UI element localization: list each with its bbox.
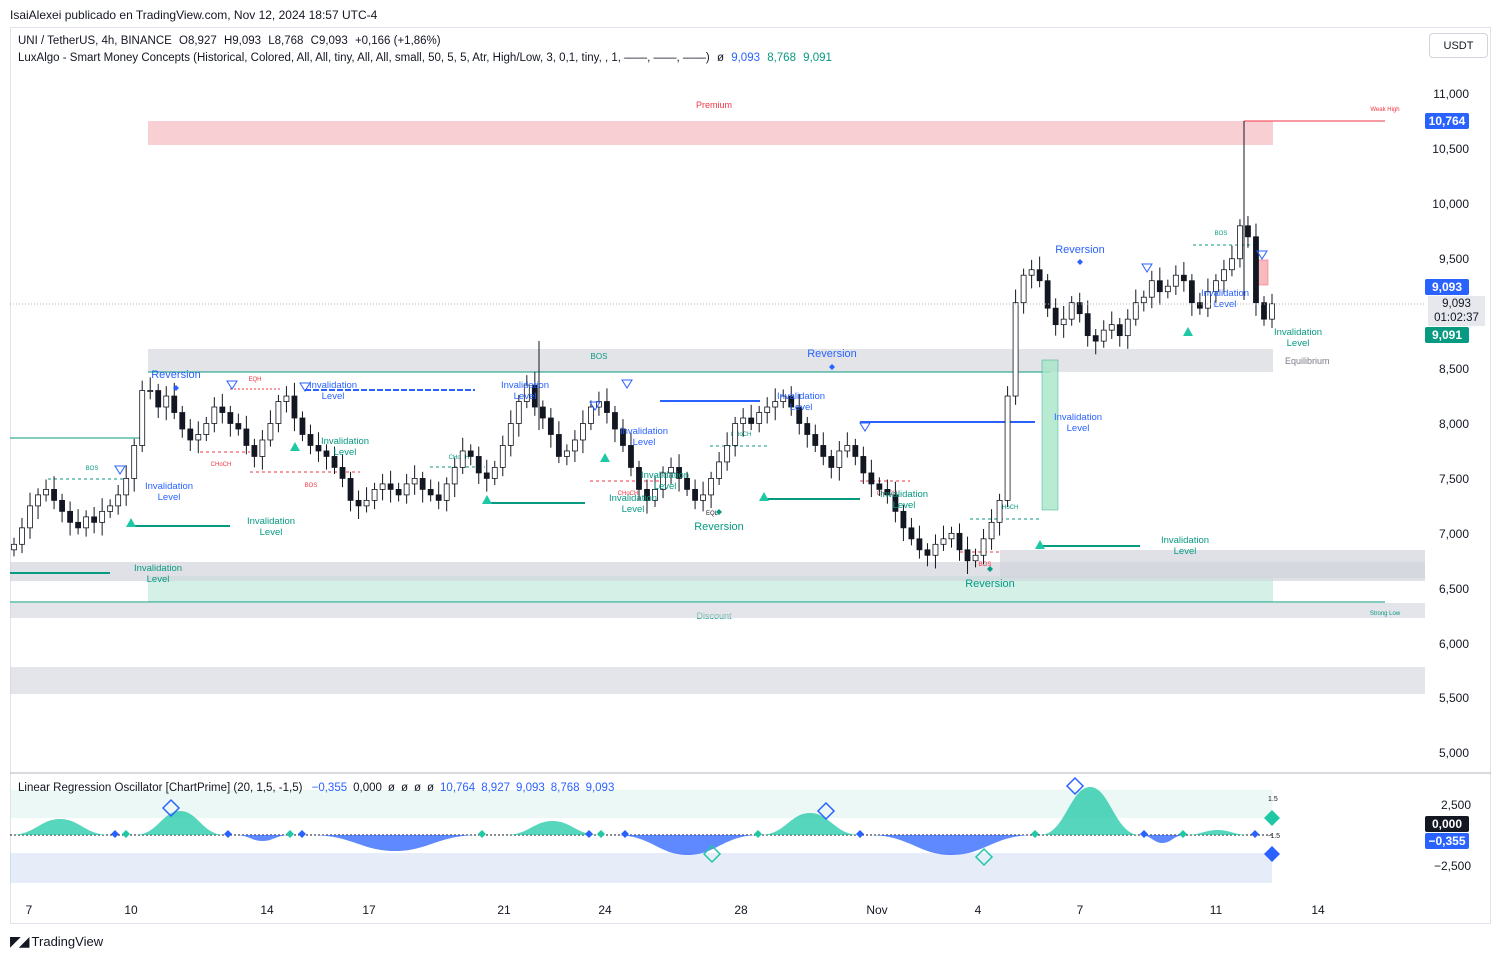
osc-value: ø xyxy=(387,782,395,794)
price-tick: 8,000 xyxy=(1438,417,1469,431)
price-tick: 6,500 xyxy=(1438,582,1469,596)
price-tick: 10,500 xyxy=(1432,142,1469,156)
published-by: IsaiAlexei publicado en TradingView.com,… xyxy=(10,8,378,22)
countdown-price: 9,093 xyxy=(1442,298,1471,310)
high-value: H9,093 xyxy=(223,35,262,47)
osc-name: Linear Regression Oscillator [ChartPrime… xyxy=(18,782,303,794)
open-value: O8,927 xyxy=(179,35,217,47)
price-tick: 9,500 xyxy=(1438,252,1469,266)
osc-value-badge: −0,355 xyxy=(1425,833,1469,849)
time-tick: 7 xyxy=(25,903,33,917)
time-tick: 24 xyxy=(598,903,612,917)
low-value: L8,768 xyxy=(268,35,304,47)
osc-value: ø xyxy=(413,782,421,794)
tradingview-logo[interactable]: ◤◢ TradingView xyxy=(10,933,103,950)
price-tick: 8,500 xyxy=(1438,362,1469,376)
indicator-empty: ø xyxy=(716,52,724,64)
indicator-value-3: 9,091 xyxy=(803,52,832,64)
osc-value: 10,764 xyxy=(440,782,476,794)
tv-brand: TradingView xyxy=(31,934,104,949)
close-value: C9,093 xyxy=(310,35,348,47)
close-badge: 9,091 xyxy=(1425,327,1469,343)
last-price-badge: 9,093 xyxy=(1425,279,1469,295)
change-value: +0,166 (+1,86%) xyxy=(354,35,441,47)
osc-value: 8,927 xyxy=(481,782,510,794)
indicator-name: LuxAlgo - Smart Money Concepts (Historic… xyxy=(18,52,710,64)
indicator-value-2: 8,768 xyxy=(767,52,796,64)
osc-axis-lower: −2,500 xyxy=(1433,859,1471,873)
price-tick: 7,500 xyxy=(1438,472,1469,486)
symbol-legend[interactable]: UNI / TetherUS, 4h, BINANCE O8,927 H9,09… xyxy=(18,35,441,47)
currency-button[interactable]: USDT xyxy=(1429,33,1488,58)
price-tick: 6,000 xyxy=(1438,637,1469,651)
high-badge: 10,764 xyxy=(1425,113,1469,129)
time-tick: 7 xyxy=(1076,903,1084,917)
indicator-value-1: 9,093 xyxy=(731,52,760,64)
time-tick: 14 xyxy=(1311,903,1325,917)
price-tick: 7,000 xyxy=(1438,527,1469,541)
time-tick: 28 xyxy=(734,903,748,917)
time-tick: 21 xyxy=(497,903,511,917)
price-tick: 5,500 xyxy=(1438,691,1469,705)
osc-axis-upper: 2,500 xyxy=(1440,798,1471,812)
osc-value: 8,768 xyxy=(550,782,580,794)
osc-value: 9,093 xyxy=(516,782,545,794)
osc-values: −0,355 0,000 ø ø ø ø 10,764 8,927 9,093 8,768 9,09… xyxy=(306,782,615,794)
osc-zero-badge: 0,000 xyxy=(1425,816,1469,832)
price-tick: 10,000 xyxy=(1432,197,1469,211)
chart-frame xyxy=(10,27,1491,924)
osc-value: 0,000 xyxy=(353,782,382,794)
osc-value: 9,093 xyxy=(585,782,615,794)
indicator-legend[interactable]: LuxAlgo - Smart Money Concepts (Historic… xyxy=(18,52,832,64)
symbol-name: UNI / TetherUS, 4h, BINANCE xyxy=(18,35,172,47)
countdown-box: 9,093 01:02:37 xyxy=(1428,296,1485,326)
tv-logo-icon: ◤◢ xyxy=(10,933,29,949)
osc-value: ø xyxy=(400,782,408,794)
oscillator-legend[interactable]: Linear Regression Oscillator [ChartPrime… xyxy=(18,782,614,794)
countdown-timer: 01:02:37 xyxy=(1434,312,1479,324)
time-tick: 10 xyxy=(124,903,138,917)
time-tick: 17 xyxy=(362,903,376,917)
price-tick: 5,000 xyxy=(1438,746,1469,760)
osc-value: ø xyxy=(427,782,435,794)
price-tick: 11,000 xyxy=(1433,87,1469,101)
time-tick: 11 xyxy=(1209,903,1223,917)
time-tick: 14 xyxy=(260,903,274,917)
osc-value: −0,355 xyxy=(311,782,348,794)
time-tick: Nov xyxy=(866,903,888,917)
time-tick: 4 xyxy=(974,903,982,917)
